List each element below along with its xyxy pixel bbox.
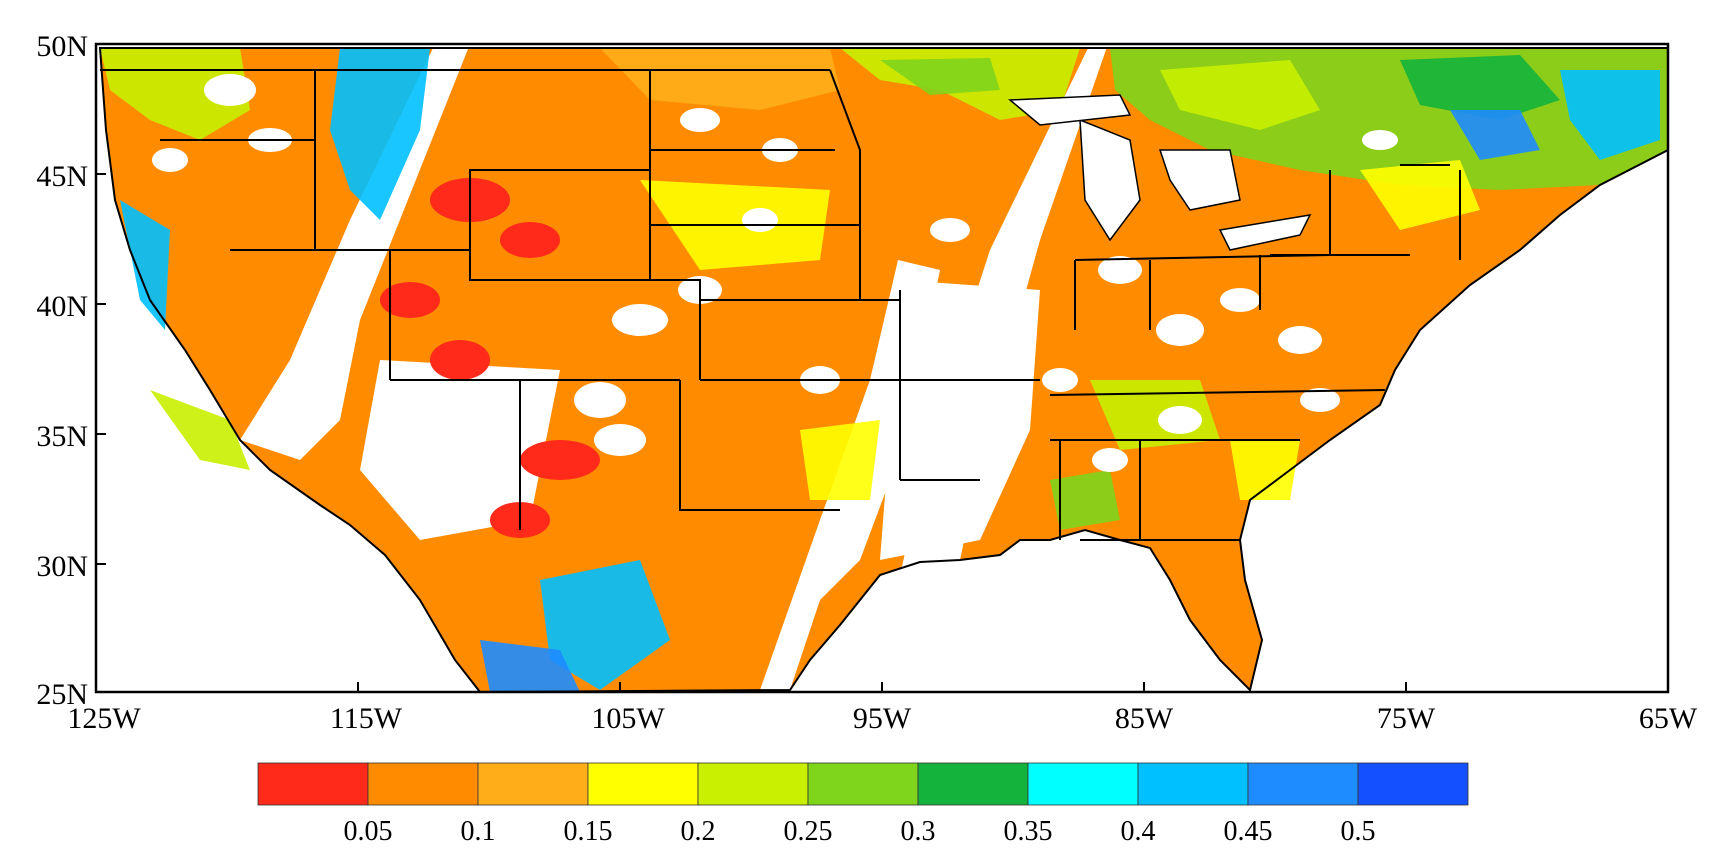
data-patch bbox=[1450, 110, 1540, 160]
colorbar-swatch bbox=[697, 762, 809, 806]
data-patch bbox=[1160, 60, 1320, 130]
colorbar-label: 0.25 bbox=[784, 816, 833, 847]
data-blob bbox=[742, 208, 778, 232]
colorbar-label: 0.35 bbox=[1004, 816, 1053, 847]
lon-tick-label: 65W bbox=[1639, 702, 1698, 735]
lake-erie bbox=[1218, 214, 1312, 251]
data-blob bbox=[152, 148, 188, 172]
lat-tick-label: 50N bbox=[36, 30, 88, 63]
data-patch bbox=[480, 640, 580, 692]
data-blob bbox=[500, 222, 560, 258]
data-patch bbox=[1050, 470, 1120, 530]
colorbar-swatch bbox=[1247, 762, 1359, 806]
colorbar-swatch bbox=[917, 762, 1029, 806]
lat-tick-label: 35N bbox=[36, 420, 88, 453]
colorbar-swatch bbox=[1137, 762, 1249, 806]
data-blob bbox=[520, 440, 600, 480]
data-blob bbox=[574, 382, 626, 418]
data-patch bbox=[600, 48, 840, 110]
data-blob bbox=[380, 282, 440, 318]
data-patch bbox=[150, 390, 250, 470]
nodata-region bbox=[360, 360, 560, 540]
data-patch bbox=[800, 420, 880, 500]
lon-axis: 125W 115W 105W 95W 85W 75W 65W bbox=[67, 682, 1698, 735]
data-blob bbox=[1220, 288, 1260, 312]
coastline bbox=[98, 47, 1669, 694]
lon-tick-label: 75W bbox=[1377, 702, 1436, 735]
data-blob bbox=[612, 304, 668, 336]
lon-tick-label: 95W bbox=[853, 702, 912, 735]
lon-tick-label: 85W bbox=[1115, 702, 1174, 735]
state-boundaries bbox=[98, 47, 1669, 694]
lon-tick-label: 115W bbox=[330, 702, 403, 735]
data-blob bbox=[930, 218, 970, 242]
state-line bbox=[829, 69, 861, 300]
data-blob bbox=[1158, 406, 1202, 434]
colorbar bbox=[257, 762, 1469, 806]
colorbar-swatch bbox=[1357, 762, 1469, 806]
lake-michigan bbox=[1079, 118, 1141, 242]
lat-axis: 50N 45N 40N 35N 30N 25N bbox=[36, 30, 106, 711]
data-blob bbox=[430, 340, 490, 380]
data-field bbox=[100, 44, 1668, 692]
data-patch bbox=[1400, 55, 1560, 120]
lat-tick-label: 40N bbox=[36, 290, 88, 323]
colorbar-swatch bbox=[587, 762, 699, 806]
data-blob bbox=[1042, 368, 1078, 392]
state-line bbox=[679, 380, 840, 511]
nodata-region bbox=[880, 280, 1040, 560]
data-patch bbox=[120, 200, 170, 330]
colorbar-label: 0.4 bbox=[1121, 816, 1156, 847]
lon-tick-label: 105W bbox=[591, 702, 665, 735]
data-blob bbox=[1300, 388, 1340, 412]
colorbar-label: 0.3 bbox=[901, 816, 936, 847]
colorbar-label: 0.15 bbox=[564, 816, 613, 847]
colorbar-swatch bbox=[1027, 762, 1139, 806]
colorbar-label: 0.2 bbox=[681, 816, 716, 847]
colorbar-label: 0.45 bbox=[1224, 816, 1273, 847]
data-blob bbox=[1098, 256, 1142, 284]
data-blob bbox=[1278, 326, 1322, 354]
nodata-swath bbox=[240, 44, 470, 460]
colorbar-swatch bbox=[257, 762, 369, 806]
data-blob bbox=[1092, 448, 1128, 472]
data-patch bbox=[880, 58, 1000, 95]
data-blob bbox=[1362, 130, 1398, 150]
lat-tick-label: 25N bbox=[36, 678, 88, 711]
lake-huron bbox=[1158, 149, 1241, 211]
data-blob bbox=[680, 108, 720, 132]
data-blob bbox=[204, 74, 256, 106]
data-patch bbox=[330, 48, 430, 220]
data-patch bbox=[1360, 160, 1480, 230]
state-line bbox=[1049, 389, 1386, 396]
data-patch bbox=[1560, 70, 1660, 160]
data-patch bbox=[540, 560, 670, 690]
colorbar-label: 0.1 bbox=[461, 816, 496, 847]
state-line bbox=[520, 279, 701, 380]
colorbar-label: 0.05 bbox=[344, 816, 393, 847]
colorbar-swatch bbox=[477, 762, 589, 806]
lake-superior bbox=[1008, 94, 1132, 126]
colorbar-swatch bbox=[807, 762, 919, 806]
data-blob bbox=[594, 424, 646, 456]
data-patch bbox=[1230, 440, 1300, 500]
colorbar-label: 0.5 bbox=[1341, 816, 1376, 847]
lat-tick-label: 45N bbox=[36, 160, 88, 193]
colorbar-labels: 0.05 0.1 0.15 0.2 0.25 0.3 0.35 0.4 0.45… bbox=[344, 816, 1376, 847]
colorbar-swatch bbox=[367, 762, 479, 806]
lat-tick-label: 30N bbox=[36, 550, 88, 583]
lon-tick-label: 125W bbox=[67, 702, 141, 735]
data-blob bbox=[1156, 314, 1204, 346]
